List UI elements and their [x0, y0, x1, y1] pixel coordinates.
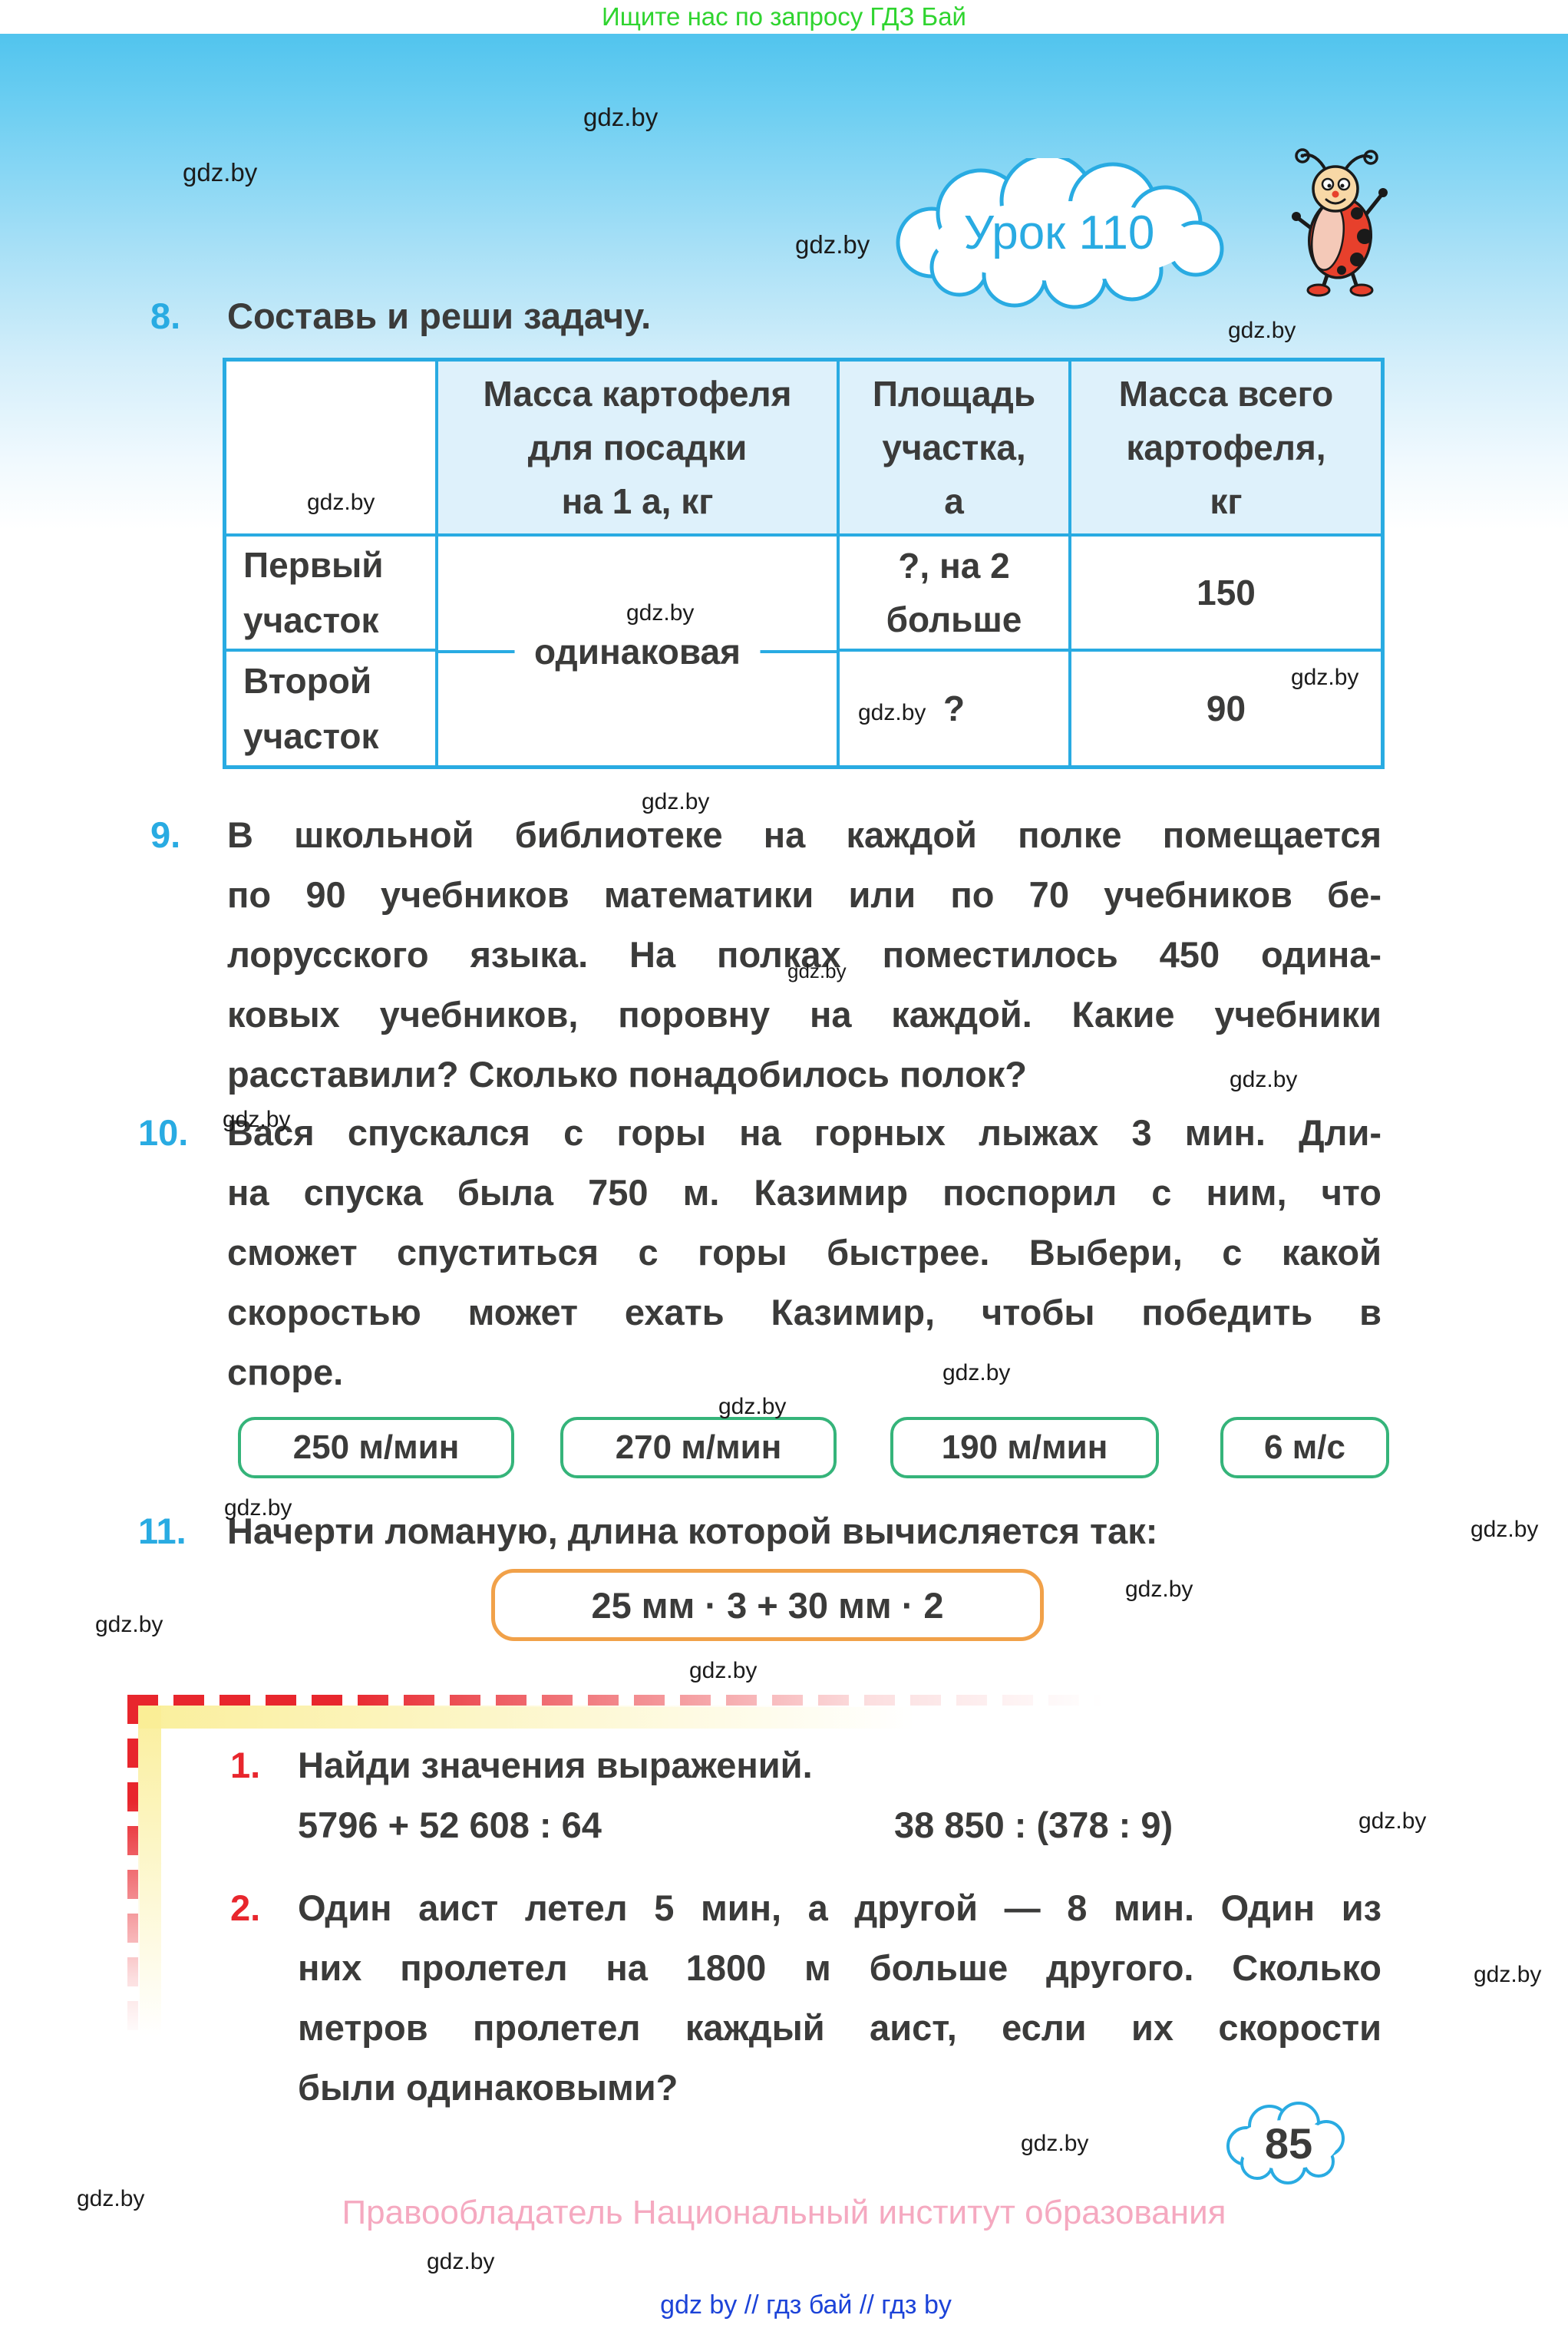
problem-11-title: Начерти ломаную, длина которой вычисляет…	[227, 1511, 1158, 1551]
gdz-watermark: gdz.by	[1471, 1517, 1539, 1542]
gdz-watermark: gdz.by	[224, 1495, 292, 1521]
page-number: 85	[1264, 2119, 1313, 2168]
problem-9-line: по 90 учебников математики или по 70 уче…	[227, 874, 1381, 915]
extra-section-border-top-fade	[127, 1693, 1188, 1707]
expression-text: 25 мм · 3 + 30 мм · 2	[591, 1584, 944, 1626]
problem-9-line: лорусского языка. На полках поместилось …	[227, 934, 1381, 975]
problem-10-line: сможет спуститься с горы быстрее. Выбери…	[227, 1232, 1381, 1273]
problem-9-line: ковых учебников, поровну на каждой. Каки…	[227, 994, 1381, 1035]
extra-problem-2-line: Один аист летел 5 мин, а другой — 8 мин.…	[298, 1887, 1381, 1928]
answer-option-250[interactable]: 250 м/мин	[238, 1417, 514, 1478]
shared-mass-value: одинаковая	[514, 631, 761, 672]
cell-area-second: ?	[837, 649, 1068, 765]
row-label-first-plot: Первый участок	[226, 533, 435, 649]
answer-option-6ms[interactable]: 6 м/с	[1220, 1417, 1389, 1478]
lesson-title: Урок 110	[963, 206, 1155, 259]
gdz-watermark: gdz.by	[642, 789, 710, 814]
top-banner-text: Ищите нас по запросу ГДЗ Бай	[602, 2, 966, 31]
gdz-watermark: gdz.by	[626, 600, 695, 626]
gdz-watermark: gdz.by	[689, 1658, 758, 1683]
cloud-shape-icon	[1226, 2102, 1345, 2184]
gdz-watermark: gdz.by	[718, 1394, 787, 1419]
lesson-cloud	[883, 158, 1236, 312]
gdz-watermark: gdz.by	[307, 490, 375, 515]
answer-option-270[interactable]: 270 м/мин	[560, 1417, 837, 1478]
gdz-watermark: gdz.by	[942, 1360, 1011, 1385]
extra-problem-2-line: них пролетел на 1800 м больше другого. С…	[298, 1947, 1381, 1988]
extra-problem-2-text: Один аист летел 5 мин, а другой — 8 мин.…	[298, 1878, 1381, 2118]
cell-area-first: ?, на 2 больше	[837, 533, 1068, 649]
top-banner: Ищите нас по запросу ГДЗ Бай	[0, 0, 1568, 34]
gdz-watermark: gdz.by	[1125, 1577, 1193, 1602]
answer-option-190[interactable]: 190 м/мин	[890, 1417, 1159, 1478]
gdz-watermark: gdz.by	[77, 2186, 145, 2211]
extra-problem-2-line: метров пролетел каждый аист, если их ско…	[298, 2007, 1381, 2048]
cloud-shape-icon	[896, 158, 1224, 309]
extra-section-glow-left	[138, 1706, 161, 2036]
problem-9-number: 9.	[150, 814, 181, 855]
problem-10-line: Вася спускался с горы на горных лыжах 3 …	[227, 1112, 1381, 1153]
gdz-watermark: gdz.by	[223, 1107, 291, 1132]
cell-shared-mass: одинаковая	[435, 533, 837, 765]
extra-problem-1-title: Найди значения выражений.	[298, 1745, 813, 1785]
problem-10-text: Вася спускался с горы на горных лыжах 3 …	[227, 1103, 1381, 1402]
gdz-watermark: gdz.by	[1230, 1067, 1298, 1092]
table-header-mass-per-area: Масса картофеля для посадки на 1 а, кг	[435, 362, 837, 533]
problem-11-number: 11.	[138, 1511, 187, 1551]
problem-10-number: 10.	[138, 1112, 189, 1153]
gdz-watermark: gdz.by	[183, 158, 258, 187]
ladybug-illustration	[1288, 144, 1403, 298]
gdz-watermark: gdz.by	[583, 103, 659, 131]
footer-links[interactable]: gdz by // гдз бай // гдз by	[660, 2290, 952, 2320]
gdz-watermark: gdz.by	[787, 959, 847, 982]
gdz-watermark: gdz.by	[795, 230, 870, 259]
gdz-watermark: gdz.by	[1021, 2131, 1089, 2156]
gdz-watermark: gdz.by	[1228, 318, 1296, 343]
task-table: Масса картофеля для посадки на 1 а, кг П…	[223, 358, 1385, 769]
table-header-total-mass: Масса всего картофеля, кг	[1068, 362, 1381, 533]
table-header-area: Площадь участка, а	[837, 362, 1068, 533]
gdz-watermark: gdz.by	[858, 700, 926, 725]
gdz-watermark: gdz.by	[1358, 1808, 1427, 1834]
table-corner-cell	[226, 362, 435, 533]
extra-problem-1-number: 1.	[230, 1745, 261, 1785]
problem-10-line: на спуска была 750 м. Казимир поспорил с…	[227, 1172, 1381, 1213]
gdz-watermark: gdz.by	[1291, 665, 1359, 690]
problem-9-line: В школьной библиотеке на каждой полке по…	[227, 814, 1381, 855]
cell-total-second: 90	[1068, 649, 1381, 765]
problem-10-line: споре.	[227, 1352, 344, 1392]
problem-9-line: расставили? Сколько понадобилось полок?	[227, 1054, 1028, 1095]
expression-2: 38 850 : (378 : 9)	[894, 1805, 1174, 1845]
gdz-watermark: gdz.by	[95, 1612, 163, 1637]
gdz-watermark: gdz.by	[1474, 1962, 1542, 1987]
problem-8-title: Составь и реши задачу.	[227, 296, 652, 336]
row-label-second-plot: Второй участок	[226, 649, 435, 765]
problem-9-text: В школьной библиотеке на каждой полке по…	[227, 805, 1381, 1105]
page-number-cloud	[1220, 2099, 1357, 2184]
expression-1: 5796 + 52 608 : 64	[298, 1805, 602, 1845]
problem-10-line: скоростью может ехать Казимир, чтобы поб…	[227, 1292, 1381, 1332]
problem-8-number: 8.	[150, 296, 181, 336]
gdz-watermark: gdz.by	[427, 2249, 495, 2274]
ladybug-icon	[1292, 148, 1388, 297]
extra-section-glow-top	[138, 1706, 1021, 1729]
expression-box: 25 мм · 3 + 30 мм · 2	[491, 1569, 1044, 1641]
extra-problem-2-number: 2.	[230, 1887, 261, 1928]
extra-problem-2-line: были одинаковыми?	[298, 2067, 678, 2108]
cell-total-first: 150	[1068, 533, 1381, 649]
copyright-text: Правообладатель Национальный институт об…	[342, 2194, 1226, 2231]
extra-section-border-left-fade	[126, 1695, 140, 2049]
